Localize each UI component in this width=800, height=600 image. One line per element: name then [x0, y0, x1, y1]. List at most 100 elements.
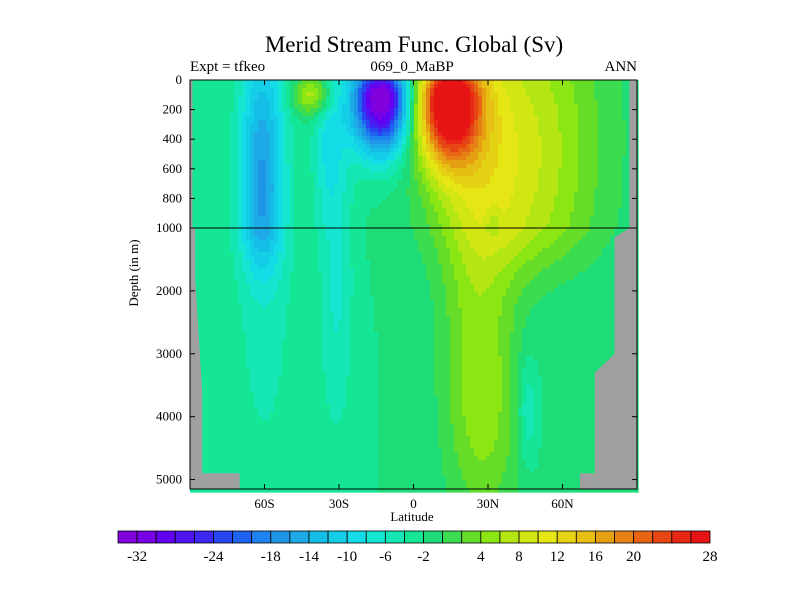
field-cell	[590, 156, 595, 161]
field-cell	[486, 192, 491, 197]
field-cell	[414, 156, 419, 161]
field-cell	[518, 136, 523, 141]
field-cell	[366, 100, 371, 105]
field-cell	[474, 164, 479, 169]
field-cell	[322, 252, 327, 257]
field-cell	[602, 128, 607, 133]
field-cell	[454, 208, 459, 213]
field-cell	[222, 188, 227, 193]
field-cell	[206, 156, 211, 161]
field-cell	[238, 188, 243, 193]
field-cell	[262, 180, 267, 185]
field-cell	[202, 80, 207, 85]
field-cell	[530, 100, 535, 105]
field-cell	[534, 240, 539, 245]
field-cell	[226, 156, 231, 161]
field-cell	[610, 176, 615, 181]
field-cell	[274, 112, 279, 117]
field-cell	[574, 248, 579, 253]
field-cell	[262, 232, 267, 237]
field-cell	[202, 244, 207, 249]
field-cell	[566, 84, 571, 89]
field-cell	[470, 80, 475, 85]
field-cell	[318, 88, 323, 93]
field-cell	[554, 180, 559, 185]
field-cell	[510, 104, 515, 109]
field-cell	[570, 196, 575, 201]
field-cell	[438, 220, 443, 225]
field-cell	[258, 108, 263, 113]
field-cell	[402, 124, 407, 129]
field-cell	[558, 192, 563, 197]
field-cell	[382, 128, 387, 133]
field-cell	[574, 196, 579, 201]
field-cell	[350, 104, 355, 109]
field-cell	[546, 176, 551, 181]
field-cell	[614, 204, 619, 209]
field-cell	[430, 184, 435, 189]
field-cell	[334, 228, 339, 233]
field-cell	[406, 112, 411, 117]
field-cell	[510, 132, 515, 137]
field-cell	[246, 144, 251, 149]
field-cell	[446, 208, 451, 213]
field-cell	[566, 160, 571, 165]
field-cell	[370, 252, 375, 257]
field-cell	[418, 200, 423, 205]
field-cell	[210, 244, 215, 249]
field-cell	[338, 188, 343, 193]
field-cell	[194, 136, 199, 141]
field-cell	[442, 100, 447, 105]
field-cell	[502, 248, 507, 253]
field-cell	[442, 104, 447, 109]
field-cell	[282, 244, 287, 249]
field-cell	[486, 220, 491, 225]
field-cell	[514, 120, 519, 125]
field-cell	[602, 104, 607, 109]
field-cell	[306, 108, 311, 113]
field-cell	[446, 116, 451, 121]
field-cell	[314, 112, 319, 117]
field-cell	[194, 132, 199, 137]
field-cell	[250, 200, 255, 205]
field-cell	[370, 80, 375, 85]
field-cell	[506, 148, 511, 153]
field-cell	[494, 112, 499, 117]
field-cell	[606, 84, 611, 89]
field-cell	[602, 248, 607, 253]
field-cell	[402, 180, 407, 185]
field-cell	[562, 236, 567, 241]
field-cell	[458, 192, 463, 197]
field-cell	[310, 160, 315, 165]
field-cell	[314, 204, 319, 209]
field-cell	[210, 144, 215, 149]
field-cell	[266, 120, 271, 125]
field-cell	[586, 168, 591, 173]
field-cell	[502, 188, 507, 193]
field-cell	[242, 204, 247, 209]
field-cell	[594, 232, 599, 237]
field-cell	[578, 176, 583, 181]
field-cell	[534, 252, 539, 257]
field-cell	[210, 208, 215, 213]
field-cell	[618, 124, 623, 129]
field-cell	[318, 92, 323, 97]
field-cell	[374, 256, 379, 261]
field-cell	[622, 164, 627, 169]
field-cell	[586, 104, 591, 109]
field-cell	[282, 188, 287, 193]
field-cell	[414, 120, 419, 125]
field-cell	[534, 128, 539, 133]
field-cell	[394, 152, 399, 157]
field-cell	[338, 220, 343, 225]
field-cell	[518, 112, 523, 117]
field-cell	[194, 140, 199, 145]
field-cell	[318, 228, 323, 233]
field-cell	[490, 212, 495, 217]
field-cell	[578, 200, 583, 205]
field-cell	[602, 196, 607, 201]
field-cell	[330, 116, 335, 121]
field-cell	[602, 236, 607, 241]
field-cell	[514, 168, 519, 173]
field-cell	[582, 84, 587, 89]
